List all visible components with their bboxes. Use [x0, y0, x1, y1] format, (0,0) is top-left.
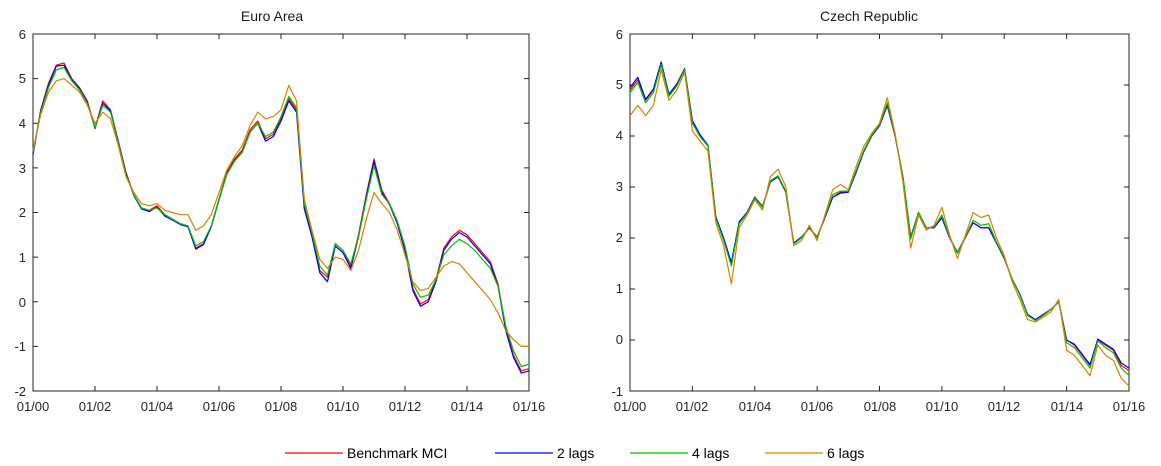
y-tick-label: -1 [14, 339, 26, 354]
axes-box-euro-area [32, 33, 530, 392]
y-tick-label: 5 [19, 71, 26, 86]
legend-entry-benchmark-mci: Benchmark MCI [285, 445, 447, 461]
legend-entry-2-lags: 2 lags [495, 445, 594, 461]
x-tick-label: 01/02 [676, 399, 709, 414]
y-tick-label: 5 [616, 77, 623, 92]
y-tick-label: 6 [616, 27, 623, 42]
chart-panel-czech-republic: Czech Republic -1 0 1 2 3 4 5 6 01/00 01… [611, 8, 1145, 414]
y-tick-label: 3 [19, 161, 26, 176]
x-tick-label: 01/00 [17, 399, 50, 414]
legend: Benchmark MCI 2 lags 4 lags 6 lags [285, 445, 864, 461]
series-layer-euro-area [32, 62, 530, 374]
x-tick-label: 01/04 [141, 399, 174, 414]
y-tick-label: -1 [611, 384, 623, 399]
chart-title-euro-area: Euro Area [241, 8, 303, 24]
legend-label: Benchmark MCI [347, 445, 447, 461]
series-line-6-lags [629, 69, 1130, 387]
y-tick-label: 6 [19, 27, 26, 42]
x-tick-label: 01/16 [513, 399, 546, 414]
x-tick-label: 01/04 [739, 399, 772, 414]
x-tick-label: 01/10 [327, 399, 360, 414]
x-tick-label: 01/08 [864, 399, 897, 414]
x-ticks-czech-republic: 01/00 01/02 01/04 01/06 01/08 01/10 01/1… [614, 399, 1146, 414]
legend-entry-4-lags: 4 lags [630, 445, 729, 461]
chart-title-czech-republic: Czech Republic [820, 8, 918, 24]
y-tick-label: 0 [19, 295, 26, 310]
y-tick-label: 1 [19, 250, 26, 265]
x-tick-label: 01/02 [79, 399, 112, 414]
y-tick-label: 4 [616, 128, 623, 143]
x-tick-label: 01/12 [988, 399, 1021, 414]
x-tick-label: 01/16 [1113, 399, 1146, 414]
x-tick-label: 01/06 [801, 399, 834, 414]
axes-box-czech-republic [629, 33, 1130, 392]
tick-marks-euro-area [32, 33, 530, 392]
x-tick-label: 01/10 [926, 399, 959, 414]
legend-label: 4 lags [692, 445, 729, 461]
chart-panel-euro-area: Euro Area -2 -1 0 1 2 3 4 5 6 01/00 01/0… [14, 8, 545, 414]
y-tick-label: 2 [19, 205, 26, 220]
y-tick-label: 3 [616, 179, 623, 194]
legend-entry-6-lags: 6 lags [765, 445, 864, 461]
x-tick-label: 01/00 [614, 399, 647, 414]
y-ticks-czech-republic: -1 0 1 2 3 4 5 6 [611, 27, 623, 399]
x-tick-label: 01/08 [265, 399, 298, 414]
tick-marks-czech-republic [629, 33, 1130, 392]
y-tick-label: 1 [616, 281, 623, 296]
y-tick-label: 0 [616, 332, 623, 347]
y-ticks-euro-area: -2 -1 0 1 2 3 4 5 6 [14, 27, 26, 399]
series-line-6-lags [32, 77, 529, 347]
series-line-4-lags [32, 66, 530, 368]
x-ticks-euro-area: 01/00 01/02 01/04 01/06 01/08 01/10 01/1… [17, 399, 546, 414]
y-tick-label: 4 [19, 116, 26, 131]
x-tick-label: 01/14 [451, 399, 484, 414]
x-tick-label: 01/14 [1051, 399, 1084, 414]
y-tick-label: 2 [616, 230, 623, 245]
legend-label: 2 lags [557, 445, 594, 461]
x-tick-label: 01/12 [389, 399, 422, 414]
legend-label: 6 lags [827, 445, 864, 461]
x-tick-label: 01/06 [203, 399, 236, 414]
y-tick-label: -2 [14, 384, 26, 399]
series-layer-czech-republic [629, 61, 1130, 387]
